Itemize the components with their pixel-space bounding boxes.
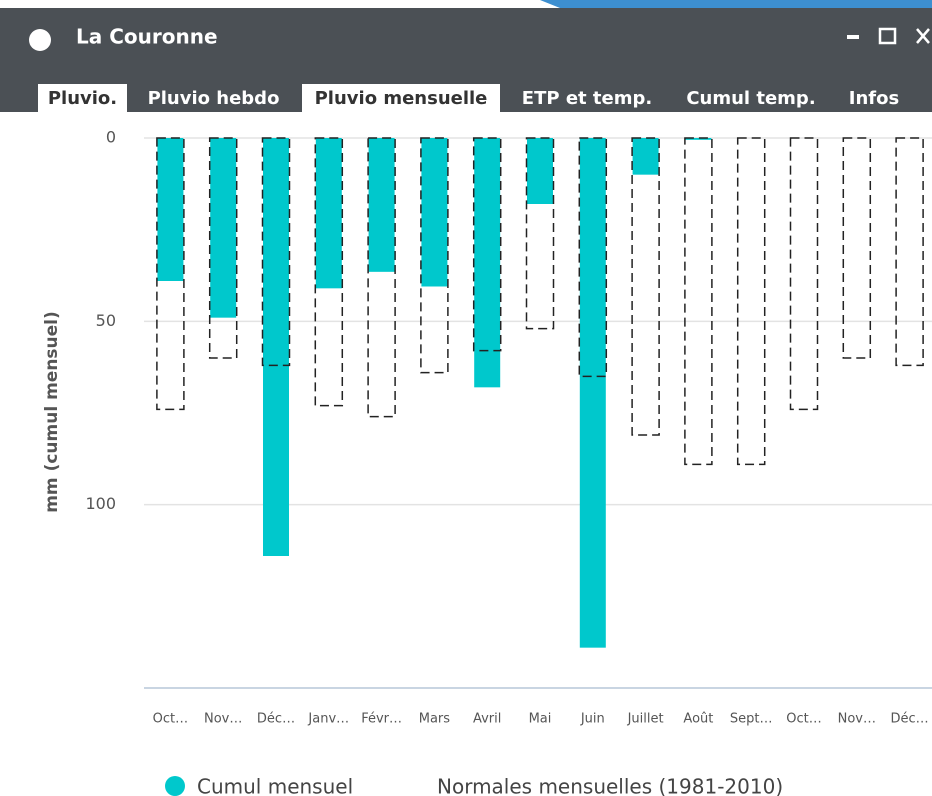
tab[interactable]: Infos — [849, 88, 899, 109]
tab-background — [38, 84, 127, 112]
x-tick-label: Oct… — [153, 712, 188, 727]
bar — [368, 138, 395, 272]
bar — [157, 138, 184, 281]
x-tick-label: Mars — [419, 712, 451, 727]
normal-bar — [578, 137, 608, 378]
y-tick-label: 100 — [85, 494, 116, 513]
normal-bar — [895, 137, 924, 367]
legend-marker — [165, 776, 185, 796]
legend-label: Normales mensuelles (1981-2010) — [437, 775, 783, 796]
normal-bar — [736, 137, 766, 466]
x-tick-label: Août — [683, 712, 713, 727]
bar — [263, 138, 289, 556]
bar — [315, 138, 342, 289]
normal-bar — [525, 137, 555, 330]
normal-bar — [789, 137, 819, 411]
bar — [527, 138, 553, 204]
normal-bar — [420, 137, 449, 374]
bar — [474, 138, 501, 388]
background-decoration — [540, 0, 932, 8]
x-tick-label: Oct… — [786, 712, 821, 727]
bar — [421, 138, 448, 287]
x-tick-label: Nov… — [838, 712, 876, 727]
tab[interactable]: Cumul temp. — [686, 88, 815, 109]
x-tick-label: Avril — [473, 712, 501, 727]
normal-bar — [842, 137, 872, 359]
window-title: La Couronne — [76, 25, 218, 49]
bar — [579, 138, 606, 648]
x-tick-label: Févr… — [361, 712, 402, 727]
x-tick-label: Sept… — [730, 712, 773, 727]
normal-bar — [631, 137, 660, 436]
x-tick-label: Déc… — [257, 712, 295, 727]
tab[interactable]: Pluvio hebdo — [148, 88, 280, 109]
x-tick-label: Janv… — [307, 712, 349, 727]
tab[interactable]: Pluvio mensuelle — [315, 88, 488, 109]
normal-bar — [314, 137, 344, 407]
bar — [632, 138, 659, 175]
bar — [210, 138, 237, 318]
x-tick-label: Déc… — [891, 712, 929, 727]
normal-bar — [472, 137, 502, 352]
legend-label: Cumul mensuel — [197, 775, 353, 796]
y-tick-label: 50 — [96, 311, 116, 330]
minimize-button[interactable] — [847, 35, 859, 39]
normal-bar — [261, 137, 291, 367]
normal-bar — [684, 137, 713, 466]
x-tick-label: Juillet — [627, 712, 664, 727]
x-tick-label: Juin — [580, 712, 605, 727]
x-tick-label: Nov… — [204, 712, 242, 727]
close-button[interactable] — [916, 28, 930, 44]
window-icon — [29, 29, 51, 51]
x-tick-label: Mai — [529, 712, 552, 727]
normal-bar — [208, 137, 238, 359]
tab-background — [302, 84, 500, 112]
maximize-button[interactable] — [878, 27, 897, 45]
normal-bar — [156, 137, 185, 411]
y-axis-label: mm (cumul mensuel) — [42, 311, 62, 513]
tab[interactable]: Pluvio. — [48, 88, 117, 109]
tab[interactable]: ETP et temp. — [522, 88, 652, 109]
bar — [685, 138, 712, 140]
y-tick-label: 0 — [106, 128, 116, 147]
